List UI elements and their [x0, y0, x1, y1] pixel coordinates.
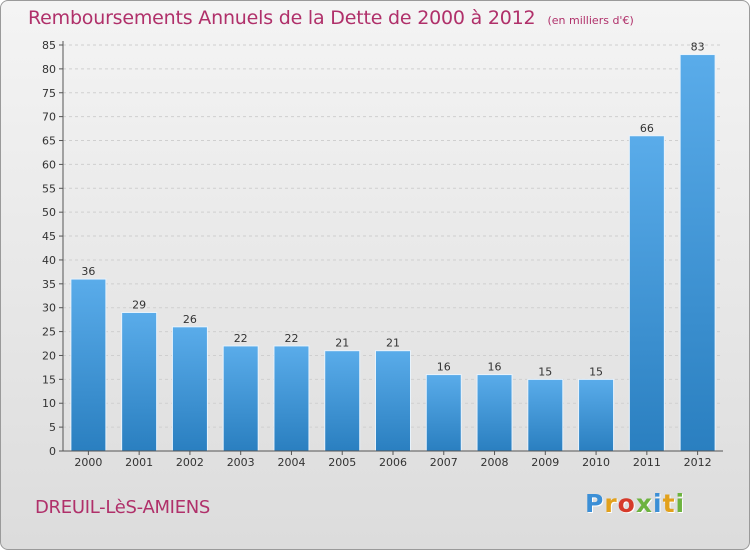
logo-letter: i	[653, 489, 663, 518]
logo-letter: t	[662, 489, 676, 518]
x-tick-label: 2005	[328, 456, 356, 469]
logo-letter: r	[604, 489, 618, 518]
bar-value-label: 21	[335, 337, 349, 350]
x-tick-label: 2009	[531, 456, 559, 469]
bar-value-label: 36	[81, 265, 95, 278]
bar-value-label: 29	[132, 298, 146, 311]
y-tick-label: 25	[42, 326, 56, 339]
bar	[527, 378, 564, 452]
y-tick-label: 20	[42, 349, 56, 362]
y-tick-label: 65	[42, 135, 56, 148]
x-tick-label: 2004	[277, 456, 305, 469]
bar	[324, 350, 361, 452]
bars	[70, 54, 716, 452]
bar-value-label: 16	[437, 361, 451, 374]
bar	[70, 278, 107, 452]
bar	[273, 345, 310, 452]
bar-value-label: 15	[589, 365, 603, 378]
logo-letter: o	[617, 489, 636, 518]
bar	[476, 374, 513, 452]
x-tick-label: 2000	[74, 456, 102, 469]
bar-value-label: 66	[640, 122, 654, 135]
y-tick-label: 35	[42, 278, 56, 291]
logo-letter: i	[675, 489, 686, 518]
bar-value-label: 15	[538, 365, 552, 378]
bar	[375, 350, 411, 452]
bar	[578, 378, 615, 452]
x-tick-label: 2006	[379, 456, 407, 469]
y-tick-label: 80	[42, 63, 56, 76]
x-tick-label: 2010	[582, 456, 610, 469]
bar-value-label: 21	[386, 337, 400, 350]
y-tick-label: 85	[42, 39, 56, 52]
x-tick-label: 2007	[430, 456, 458, 469]
y-tick-label: 60	[42, 158, 56, 171]
bar-value-label: 26	[183, 313, 197, 326]
y-tick-label: 5	[49, 421, 56, 434]
logo-letter: x	[635, 489, 653, 518]
y-tick-label: 55	[42, 182, 56, 195]
bar-value-label: 16	[488, 361, 502, 374]
city-name: DREUIL-LèS-AMIENS	[35, 497, 211, 518]
bar	[679, 54, 716, 452]
y-tick-label: 0	[49, 445, 56, 458]
x-tick-label: 2002	[176, 456, 204, 469]
y-tick-label: 45	[42, 230, 56, 243]
chart-title-unit: (en milliers d'€)	[547, 14, 634, 27]
logo-letter: P	[585, 489, 605, 518]
chart-title-main: Remboursements Annuels de la Dette de 20…	[28, 7, 536, 29]
x-tick-label: 2003	[227, 456, 255, 469]
x-tick-label: 2011	[633, 456, 661, 469]
bar	[425, 374, 462, 452]
bar-value-label: 22	[284, 332, 298, 345]
y-tick-label: 15	[42, 373, 56, 386]
axes: 0 5 10 15 20 25 30 35 40 45 50 55 60 65 70 75 80 85 2000 20…	[42, 39, 723, 469]
y-tick-label: 10	[42, 397, 56, 410]
y-tick-label: 40	[42, 254, 56, 267]
y-tick-label: 30	[42, 302, 56, 315]
y-tick-label: 50	[42, 206, 56, 219]
labels: 36 29 26 22 22 21 21 16 16 15 15 66 83	[81, 41, 704, 379]
chart-title: Remboursements Annuels de la Dette de 20…	[28, 7, 634, 29]
y-tick-label: 70	[42, 111, 56, 124]
bar	[121, 311, 158, 452]
bar-value-label: 83	[691, 41, 705, 54]
y-tick-label: 75	[42, 87, 56, 100]
bar-value-label: 22	[234, 332, 248, 345]
bar	[628, 135, 665, 452]
bar	[222, 345, 259, 452]
x-tick-label: 2001	[125, 456, 153, 469]
x-tick-label: 2012	[684, 456, 712, 469]
proxiti-logo: Proxiti	[585, 489, 685, 518]
bar	[171, 326, 208, 452]
x-tick-label: 2008	[481, 456, 509, 469]
